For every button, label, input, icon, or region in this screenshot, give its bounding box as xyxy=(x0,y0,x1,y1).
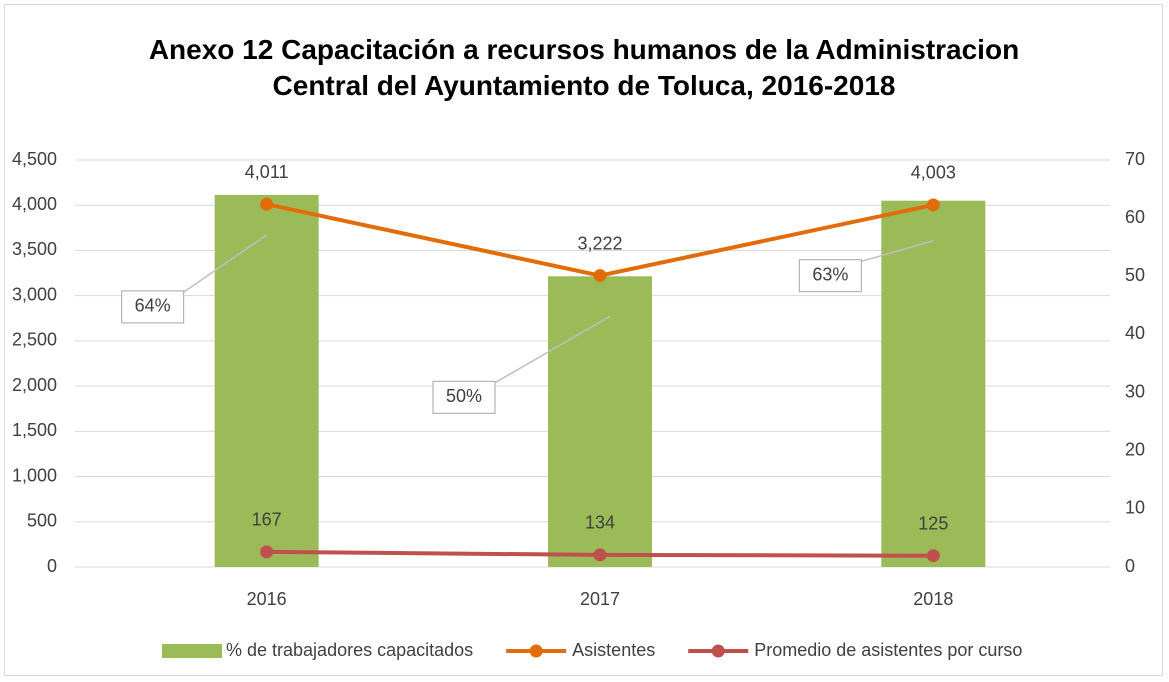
marker xyxy=(926,549,940,563)
data-label: 167 xyxy=(252,510,282,530)
y-tick-label: 4,000 xyxy=(12,194,57,214)
marker xyxy=(260,197,274,211)
y-tick-label: 1,000 xyxy=(12,465,57,485)
data-label: 4,003 xyxy=(911,163,956,183)
chart-frame xyxy=(4,4,1163,676)
y-tick-label: 4,500 xyxy=(12,149,57,169)
y2-tick-label: 10 xyxy=(1125,498,1145,518)
y2-tick-label: 70 xyxy=(1125,149,1145,169)
data-label: 64% xyxy=(135,296,171,316)
data-label: 125 xyxy=(918,513,948,533)
y2-tick-label: 30 xyxy=(1125,381,1145,401)
legend-marker xyxy=(711,644,725,658)
callout-leader xyxy=(182,234,268,294)
callout-box xyxy=(432,380,496,414)
callout-leader xyxy=(860,239,934,263)
y-tick-label: 1,500 xyxy=(12,420,57,440)
x-tick-label: 2018 xyxy=(913,589,953,609)
x-tick-label: 2016 xyxy=(247,589,287,609)
y-tick-label: 0 xyxy=(47,556,57,576)
data-label: 4,011 xyxy=(245,162,289,182)
y-tick-label: 500 xyxy=(27,511,57,531)
marker xyxy=(593,269,607,283)
y-tick-label: 3,500 xyxy=(12,239,57,259)
y-tick-label: 2,000 xyxy=(12,375,57,395)
marker xyxy=(260,545,274,559)
marker xyxy=(593,548,607,562)
legend-label: % de trabajadores capacitados xyxy=(226,640,473,660)
legend-label: Asistentes xyxy=(572,640,655,660)
y-tick-label: 2,500 xyxy=(12,330,57,350)
legend-swatch xyxy=(162,644,222,658)
y2-tick-label: 0 xyxy=(1125,556,1135,576)
callout-box xyxy=(121,290,185,324)
y2-tick-label: 20 xyxy=(1125,439,1145,459)
y2-tick-label: 50 xyxy=(1125,265,1145,285)
data-label: 63% xyxy=(812,264,848,284)
bar xyxy=(214,194,319,567)
y2-tick-label: 40 xyxy=(1125,323,1145,343)
legend-label: Promedio de asistentes por curso xyxy=(754,640,1022,660)
x-tick-label: 2017 xyxy=(580,589,620,609)
data-label: 134 xyxy=(585,513,615,533)
callout-leader xyxy=(493,315,611,384)
data-label: 50% xyxy=(446,386,482,406)
callout-box xyxy=(798,259,862,293)
chart-title: Anexo 12 Capacitación a recursos humanos… xyxy=(148,34,1020,101)
marker xyxy=(926,198,940,212)
data-label: 3,222 xyxy=(577,233,622,253)
bar xyxy=(548,276,652,567)
bar xyxy=(881,200,986,567)
y2-tick-label: 60 xyxy=(1125,207,1145,227)
legend-marker xyxy=(529,644,543,658)
y-tick-label: 3,000 xyxy=(12,284,57,304)
